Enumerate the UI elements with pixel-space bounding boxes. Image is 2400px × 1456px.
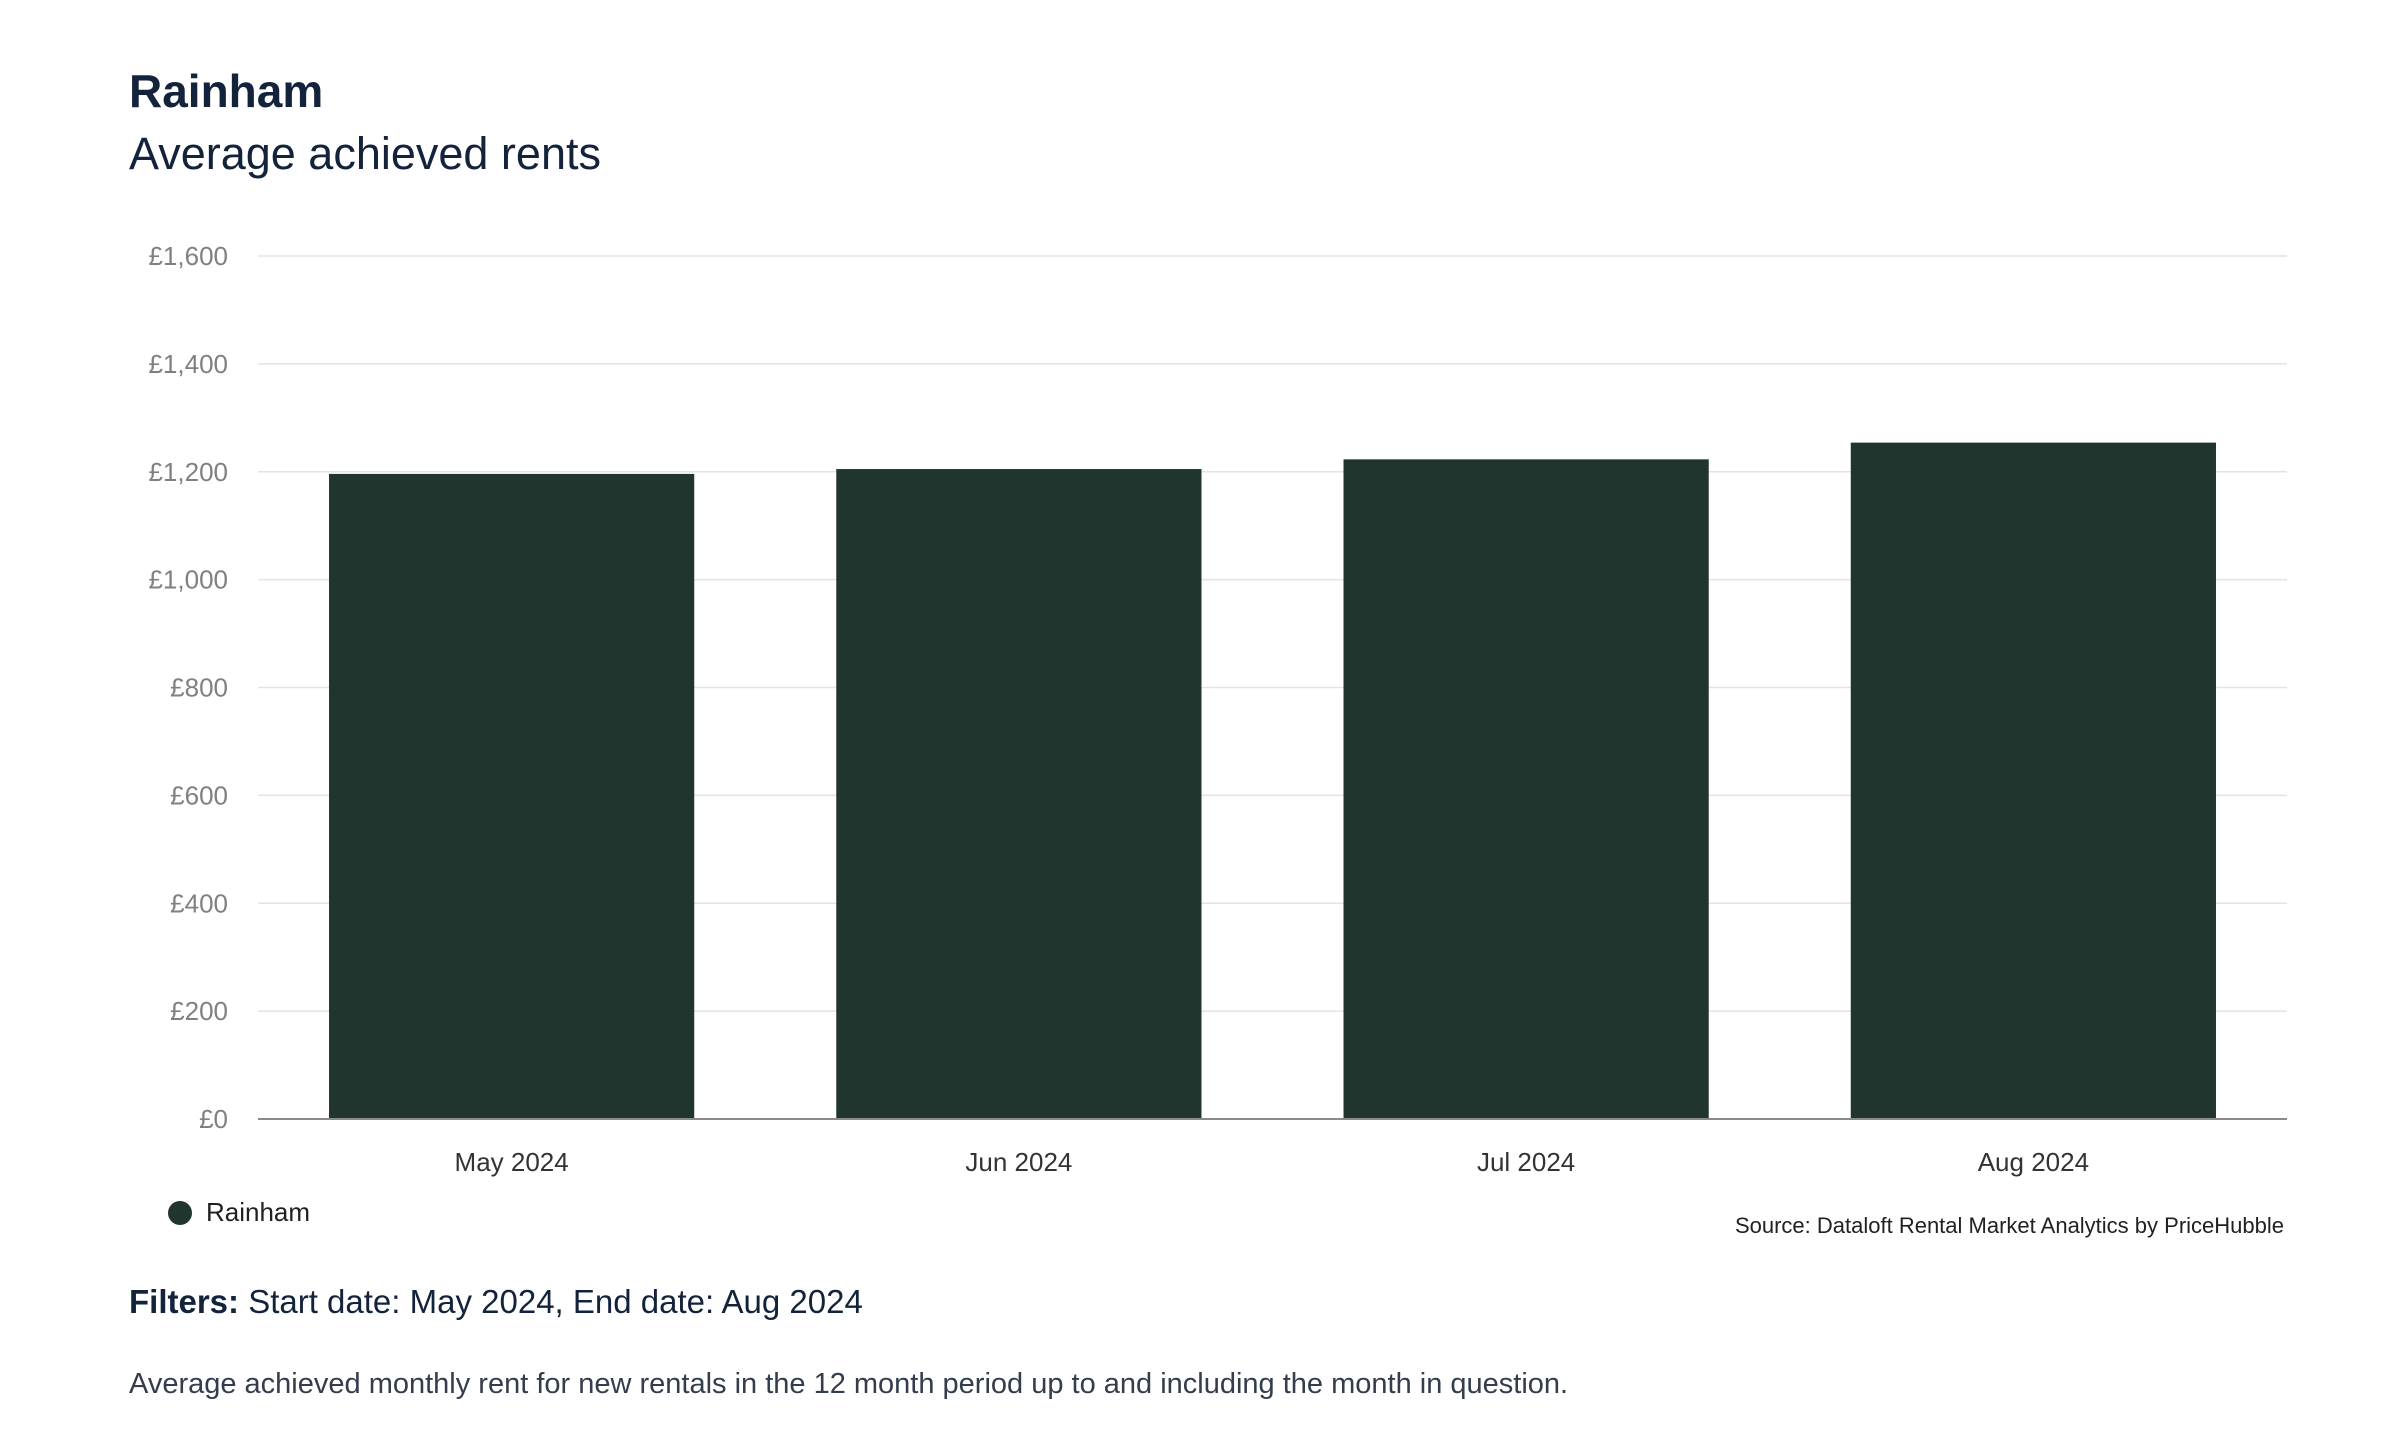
footnote: Average achieved monthly rent for new re… (129, 1368, 1569, 1400)
y-tick-label: £1,000 (148, 565, 228, 595)
x-tick-label: May 2024 (455, 1147, 569, 1177)
bar (1850, 442, 2216, 1119)
source-note: Source: Dataloft Rental Market Analytics… (1734, 1213, 2284, 1238)
chart-title: Rainham (129, 65, 324, 117)
chart-subtitle: Average achieved rents (129, 128, 601, 179)
x-tick-label: Jun 2024 (965, 1147, 1072, 1177)
filters-text: Start date: May 2024, End date: Aug 2024 (248, 1283, 863, 1320)
legend-label-rainham: Rainham (206, 1197, 311, 1227)
y-tick-label: £1,400 (148, 349, 228, 379)
bar (329, 473, 695, 1120)
y-tick-label: £800 (170, 673, 228, 703)
legend-swatch-rainham (168, 1200, 192, 1225)
y-tick-label: £400 (170, 888, 228, 918)
bar (1343, 459, 1709, 1119)
y-tick-label: £0 (199, 1104, 228, 1134)
bar (836, 469, 1202, 1120)
y-tick-label: £600 (170, 780, 228, 810)
y-tick-label: £200 (170, 996, 228, 1026)
y-tick-label: £1,600 (148, 241, 228, 271)
x-tick-label: Jul 2024 (1477, 1147, 1575, 1177)
filters-line: Filters: Start date: May 2024, End date:… (129, 1283, 863, 1321)
x-tick-label: Aug 2024 (1978, 1147, 2089, 1177)
filters-label: Filters: (129, 1283, 240, 1320)
chart-legend: Rainham (168, 1197, 310, 1228)
y-tick-label: £1,200 (148, 457, 228, 487)
